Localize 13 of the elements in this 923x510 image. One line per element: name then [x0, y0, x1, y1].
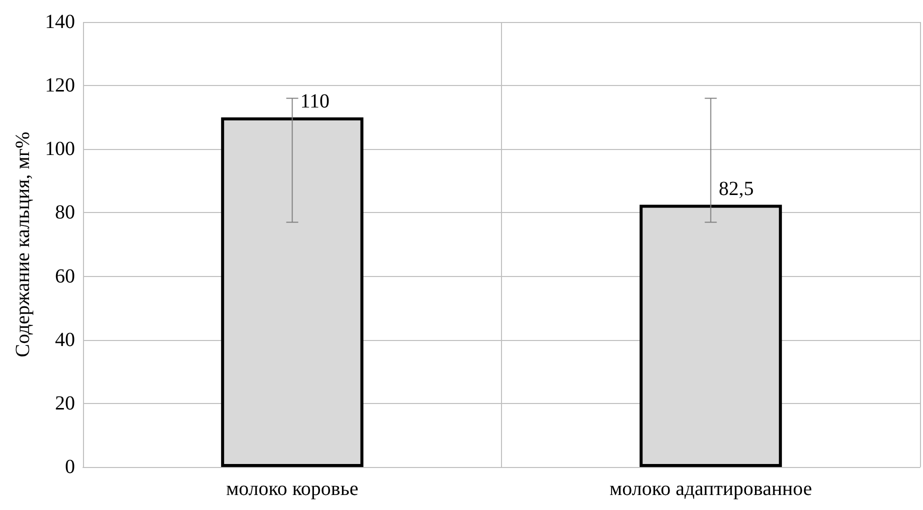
y-tick-label: 40 — [55, 328, 75, 351]
y-tick-label: 0 — [65, 456, 75, 478]
y-axis-title: Содержание кальция, мг% — [12, 132, 34, 358]
y-tick-label: 60 — [55, 265, 75, 288]
x-tick-label: молоко адаптированное — [610, 478, 812, 500]
y-tick-label: 80 — [55, 202, 75, 224]
data-label: 82,5 — [718, 178, 754, 200]
y-tick-label: 20 — [55, 392, 75, 414]
y-tick-label: 120 — [45, 74, 75, 97]
y-tick-label: 140 — [45, 11, 75, 33]
data-label: 110 — [300, 90, 330, 112]
y-tick-label: 100 — [45, 138, 75, 160]
x-tick-label: молоко коровье — [226, 478, 358, 500]
